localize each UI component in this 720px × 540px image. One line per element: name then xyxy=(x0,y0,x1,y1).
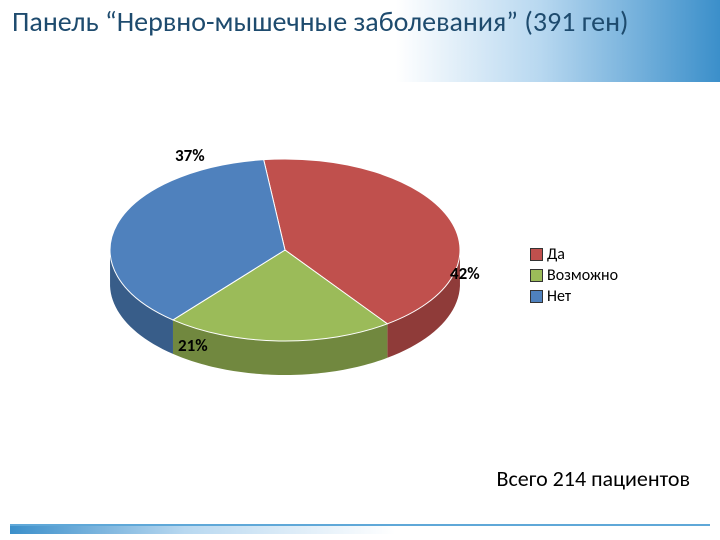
legend-item: Да xyxy=(530,245,618,264)
slice-label: 21% xyxy=(178,335,208,356)
legend-label: Нет xyxy=(547,287,571,306)
legend-label: Возможно xyxy=(547,266,618,285)
pie-chart: 42% 21% 37% xyxy=(70,115,500,415)
footer-total: Всего 214 пациентов xyxy=(497,465,691,492)
legend-item: Нет xyxy=(530,287,618,306)
legend-swatch xyxy=(530,290,543,303)
slice-label: 37% xyxy=(175,145,205,166)
legend-swatch xyxy=(530,248,543,261)
slice-label: 42% xyxy=(450,263,480,284)
legend-item: Возможно xyxy=(530,266,618,285)
page-title: Панель “Нервно-мышечные заболевания” (39… xyxy=(12,6,629,38)
legend-swatch xyxy=(530,269,543,282)
legend-label: Да xyxy=(547,245,565,264)
legend: Да Возможно Нет xyxy=(530,245,618,308)
bottom-gradient-bar xyxy=(10,524,710,534)
